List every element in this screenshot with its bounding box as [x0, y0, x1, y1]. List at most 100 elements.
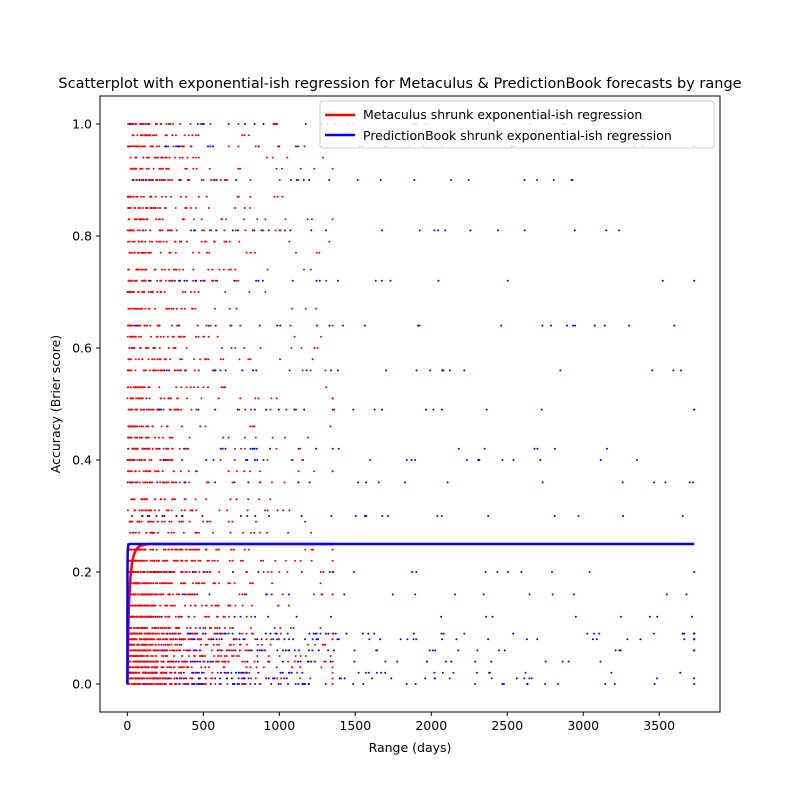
- data-point: [234, 649, 237, 652]
- data-point: [157, 649, 160, 652]
- data-point: [133, 649, 136, 652]
- data-point: [178, 520, 181, 523]
- data-point: [140, 335, 143, 338]
- data-point: [291, 279, 294, 282]
- data-point: [130, 279, 133, 282]
- data-point: [231, 655, 234, 657]
- data-point: [173, 240, 176, 243]
- data-point: [329, 660, 332, 663]
- data-point: [598, 632, 601, 635]
- data-point: [276, 123, 279, 125]
- data-point: [204, 683, 207, 685]
- data-point: [163, 291, 166, 293]
- data-point: [599, 459, 602, 461]
- data-point: [142, 481, 145, 484]
- data-point: [168, 649, 171, 652]
- data-point: [156, 593, 159, 596]
- data-point: [266, 459, 269, 461]
- data-point: [586, 632, 589, 635]
- data-point: [136, 436, 139, 439]
- data-point: [433, 229, 436, 232]
- data-point: [536, 638, 539, 641]
- data-point: [148, 397, 151, 400]
- data-point: [145, 425, 148, 428]
- data-point: [145, 481, 148, 484]
- data-point: [380, 408, 383, 411]
- data-point: [237, 671, 240, 674]
- data-point: [138, 145, 141, 148]
- data-point: [247, 677, 250, 680]
- data-point: [183, 134, 186, 137]
- data-point: [149, 571, 152, 573]
- data-point: [224, 218, 227, 221]
- data-point: [204, 655, 207, 657]
- data-point: [126, 369, 129, 372]
- data-point: [218, 509, 221, 512]
- data-point: [683, 638, 686, 641]
- data-point: [134, 156, 137, 159]
- data-point: [487, 638, 490, 641]
- data-point: [693, 571, 696, 573]
- data-point: [268, 660, 271, 663]
- data-point: [129, 324, 132, 327]
- data-point: [202, 683, 205, 685]
- data-point: [226, 179, 229, 181]
- data-point: [146, 134, 149, 137]
- data-point: [163, 520, 166, 523]
- data-point: [189, 660, 192, 663]
- data-point: [210, 649, 213, 652]
- data-point: [406, 638, 409, 641]
- data-point: [476, 649, 479, 652]
- data-point: [305, 369, 308, 372]
- data-point: [693, 408, 696, 411]
- data-point: [487, 515, 490, 517]
- data-point: [130, 251, 133, 254]
- data-point: [189, 386, 192, 389]
- data-point: [200, 397, 203, 400]
- data-point: [299, 666, 302, 669]
- data-point: [536, 179, 539, 181]
- data-point: [198, 649, 201, 652]
- data-point: [331, 593, 334, 596]
- data-point: [141, 643, 144, 646]
- data-point: [232, 571, 235, 573]
- data-point: [268, 447, 271, 450]
- data-point: [381, 229, 384, 232]
- data-point: [180, 307, 183, 310]
- data-point: [153, 134, 156, 137]
- data-point: [227, 671, 230, 674]
- data-point: [483, 447, 486, 450]
- data-point: [132, 386, 135, 389]
- data-point: [283, 229, 286, 232]
- data-point: [156, 649, 159, 652]
- data-point: [441, 369, 444, 372]
- data-point: [315, 307, 318, 310]
- data-point: [172, 638, 175, 641]
- data-point: [180, 660, 183, 663]
- data-point: [207, 358, 210, 361]
- data-point: [197, 671, 200, 674]
- data-point: [157, 369, 160, 372]
- data-point: [144, 268, 147, 271]
- data-point: [174, 251, 177, 254]
- data-point: [153, 156, 156, 159]
- data-point: [188, 632, 191, 635]
- data-point: [184, 291, 187, 293]
- data-point: [165, 604, 168, 607]
- data-point: [132, 638, 135, 641]
- data-point: [176, 324, 179, 327]
- data-point: [174, 156, 177, 159]
- data-point: [163, 649, 166, 652]
- data-point: [506, 571, 509, 573]
- data-point: [231, 627, 234, 629]
- data-point: [141, 240, 144, 243]
- data-point: [139, 218, 142, 221]
- data-point: [155, 470, 158, 473]
- data-point: [199, 559, 202, 562]
- data-point: [194, 627, 197, 629]
- data-point: [144, 548, 147, 551]
- data-point: [286, 156, 289, 159]
- data-point: [160, 649, 163, 652]
- data-point: [304, 655, 307, 657]
- data-point: [325, 386, 328, 389]
